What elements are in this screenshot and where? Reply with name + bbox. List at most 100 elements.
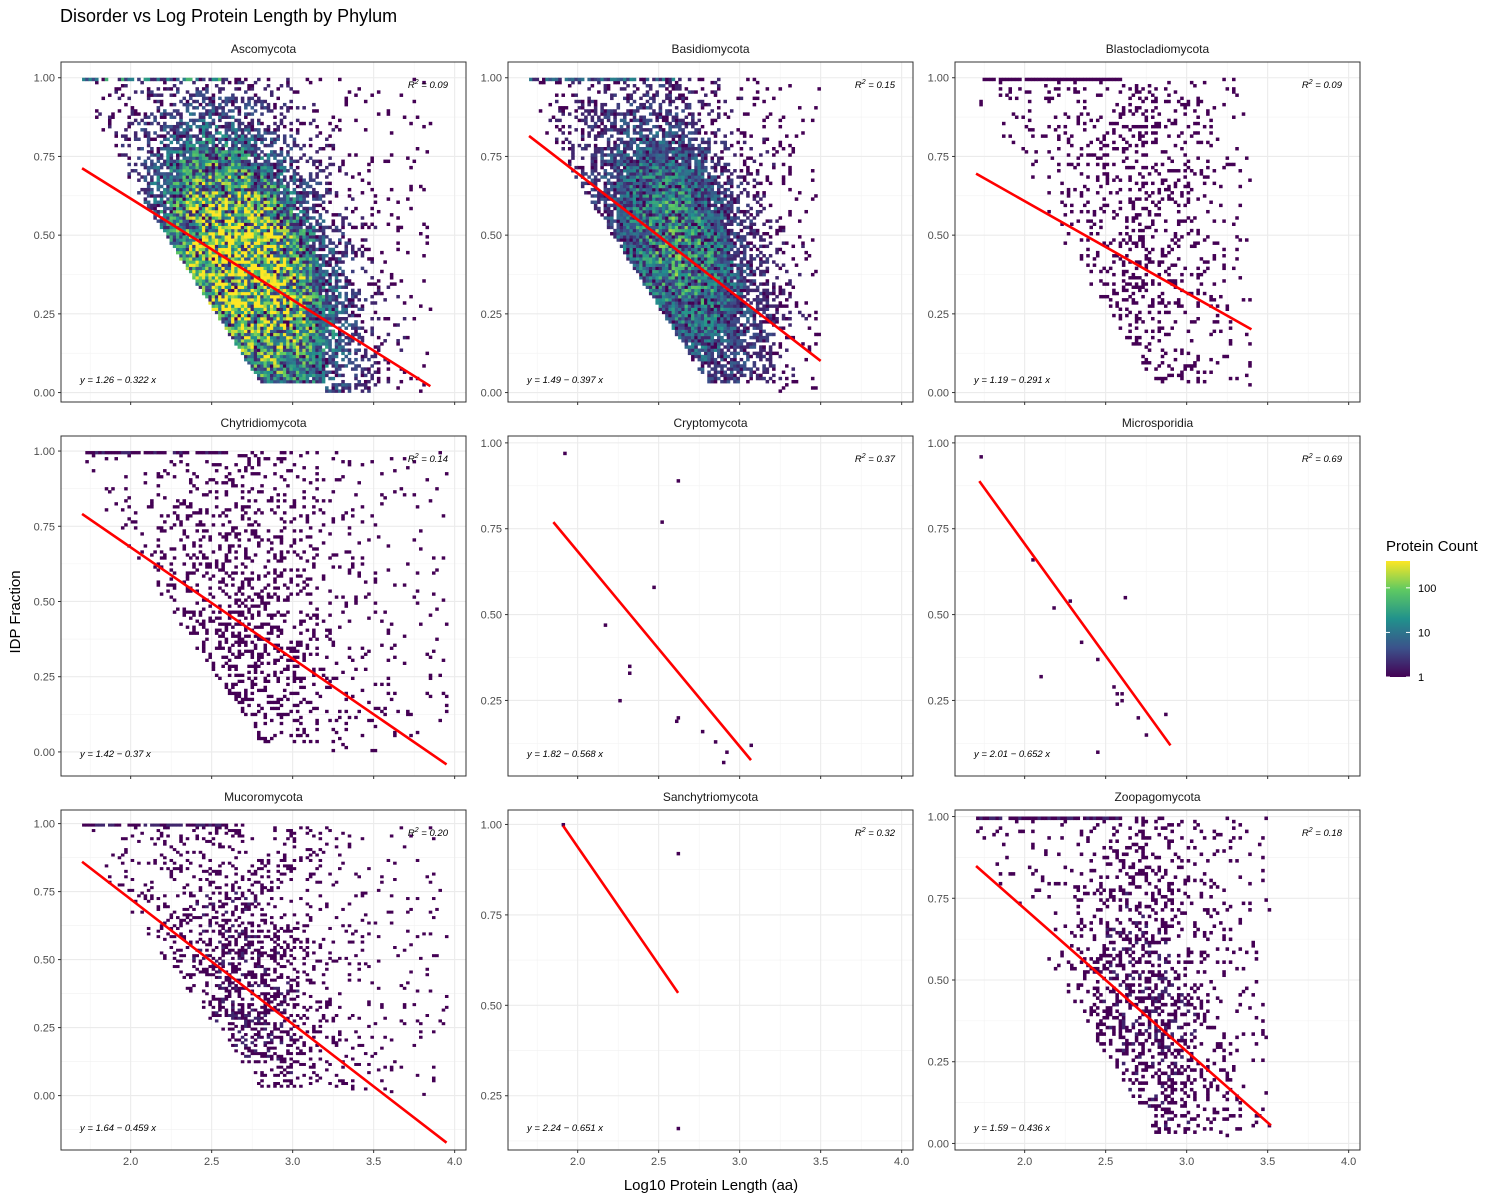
heatmap-bin bbox=[250, 364, 255, 368]
heatmap-bin bbox=[182, 153, 187, 157]
heatmap-bin bbox=[221, 244, 225, 249]
heatmap-bin bbox=[286, 241, 290, 245]
heatmap-bin bbox=[198, 228, 203, 233]
heatmap-bin bbox=[169, 209, 174, 214]
heatmap-bin bbox=[616, 181, 621, 186]
heatmap-bin bbox=[172, 238, 177, 242]
heatmap-bin bbox=[260, 187, 264, 192]
heatmap-bin bbox=[257, 99, 261, 104]
heatmap-bin bbox=[344, 282, 349, 286]
heatmap-bin bbox=[305, 326, 310, 330]
heatmap-bin bbox=[172, 147, 177, 151]
heatmap-bin bbox=[221, 209, 225, 214]
heatmap-bin bbox=[179, 153, 183, 157]
heatmap-bin bbox=[302, 260, 306, 264]
heatmap-bin bbox=[383, 260, 387, 264]
heatmap-bin bbox=[172, 115, 177, 119]
heatmap-bin bbox=[305, 269, 310, 274]
heatmap-bin bbox=[208, 115, 212, 119]
heatmap-bin bbox=[176, 162, 180, 167]
heatmap-bin bbox=[613, 175, 617, 179]
heatmap-bin bbox=[632, 235, 637, 239]
heatmap-bin bbox=[172, 150, 177, 154]
heatmap-bin bbox=[163, 147, 167, 151]
heatmap-bin bbox=[282, 364, 287, 368]
heatmap-bin bbox=[205, 150, 209, 154]
heatmap-bin bbox=[234, 313, 238, 318]
heatmap-bin bbox=[289, 282, 293, 286]
heatmap-bin bbox=[580, 131, 585, 135]
heatmap-bin bbox=[224, 247, 229, 252]
heatmap-bin bbox=[231, 241, 235, 245]
heatmap-bin bbox=[338, 373, 342, 378]
heatmap-bin bbox=[250, 298, 255, 302]
heatmap-bin bbox=[593, 175, 598, 179]
heatmap-bin bbox=[185, 106, 190, 110]
heatmap-bin bbox=[244, 169, 248, 173]
heatmap-bin bbox=[253, 147, 258, 151]
heatmap-bin bbox=[224, 77, 229, 82]
heatmap-bin bbox=[642, 206, 646, 211]
heatmap-bin bbox=[188, 244, 193, 249]
heatmap-bin bbox=[218, 150, 222, 154]
heatmap-bin bbox=[580, 134, 585, 138]
heatmap-bin bbox=[185, 203, 190, 208]
heatmap-bin bbox=[354, 329, 358, 334]
heatmap-bin bbox=[227, 200, 232, 204]
heatmap-bin bbox=[645, 194, 650, 198]
heatmap-bin bbox=[240, 269, 245, 274]
heatmap-bin bbox=[619, 150, 624, 154]
heatmap-bin bbox=[632, 187, 637, 192]
heatmap-bin bbox=[176, 213, 180, 217]
heatmap-bin bbox=[159, 184, 164, 189]
heatmap-bin bbox=[626, 257, 630, 261]
heatmap-bin bbox=[295, 332, 300, 337]
heatmap-bin bbox=[321, 351, 326, 356]
heatmap-bin bbox=[273, 379, 277, 384]
heatmap-bin bbox=[227, 241, 232, 245]
heatmap-bin bbox=[208, 169, 212, 173]
heatmap-bin bbox=[208, 263, 212, 267]
heatmap-bin bbox=[201, 263, 206, 267]
heatmap-bin bbox=[218, 159, 222, 164]
heatmap-bin bbox=[312, 342, 316, 346]
heatmap-bin bbox=[198, 250, 203, 255]
heatmap-bin bbox=[201, 244, 206, 249]
heatmap-bin bbox=[289, 361, 293, 365]
heatmap-bin bbox=[370, 257, 374, 261]
heatmap-bin bbox=[237, 329, 242, 334]
heatmap-bin bbox=[156, 187, 161, 192]
heatmap-bin bbox=[363, 269, 368, 274]
heatmap-bin bbox=[286, 276, 290, 280]
heatmap-bin bbox=[282, 294, 287, 299]
heatmap-bin bbox=[613, 128, 617, 132]
heatmap-bin bbox=[635, 257, 640, 261]
heatmap-bin bbox=[208, 140, 212, 145]
heatmap-bin bbox=[331, 370, 336, 374]
heatmap-bin bbox=[250, 84, 255, 88]
heatmap-bin bbox=[201, 276, 206, 280]
heatmap-bin bbox=[315, 254, 319, 258]
heatmap-bin bbox=[282, 254, 287, 258]
heatmap-bin bbox=[282, 178, 287, 182]
heatmap-bin bbox=[211, 222, 216, 227]
heatmap-bin bbox=[305, 288, 310, 293]
heatmap-bin bbox=[250, 310, 255, 315]
heatmap-bin bbox=[234, 279, 238, 283]
heatmap-bin bbox=[610, 222, 614, 227]
heatmap-bin bbox=[318, 266, 323, 271]
heatmap-bin bbox=[642, 169, 646, 173]
heatmap-bin bbox=[308, 326, 313, 330]
heatmap-bin bbox=[299, 329, 303, 334]
heatmap-bin bbox=[321, 304, 326, 308]
heatmap-bin bbox=[276, 298, 280, 302]
heatmap-bin bbox=[205, 169, 209, 173]
heatmap-bin bbox=[231, 140, 235, 145]
heatmap-bin bbox=[347, 348, 352, 352]
heatmap-bin bbox=[244, 332, 248, 337]
heatmap-bin bbox=[257, 200, 261, 204]
heatmap-bin bbox=[127, 96, 131, 101]
heatmap-bin bbox=[153, 131, 157, 135]
heatmap-bin bbox=[376, 348, 381, 352]
heatmap-bin bbox=[315, 301, 319, 305]
